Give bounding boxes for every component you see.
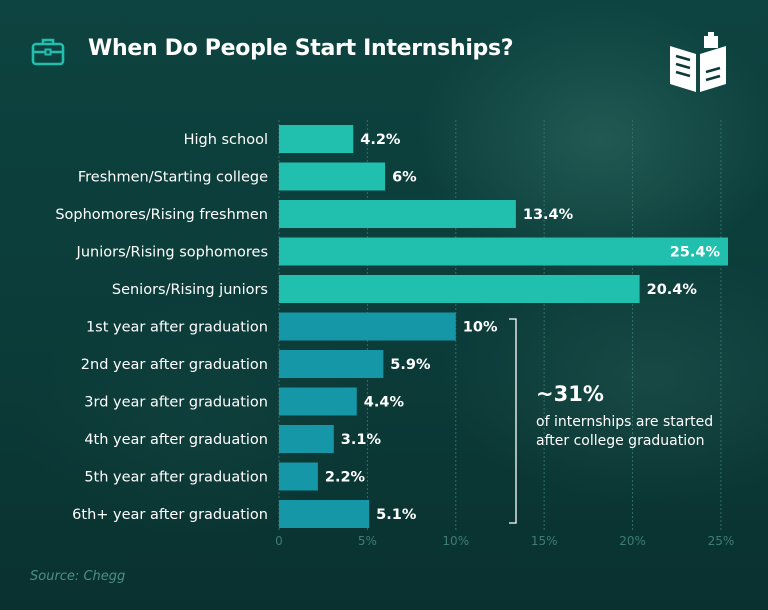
x-tick-label: 20% [619, 534, 646, 548]
category-labels: High school Freshmen/Starting college Soph… [55, 132, 268, 523]
category-label: Sophomores/Rising freshmen [55, 207, 268, 223]
bar [279, 350, 384, 378]
chart-title: When Do People Start Internships? [88, 36, 514, 61]
x-tick-label: 15% [531, 534, 558, 548]
bar [279, 162, 386, 191]
value-label: 10% [463, 320, 498, 336]
bar [279, 500, 370, 528]
x-tick-label: 25% [708, 534, 735, 548]
callout-text: of internships are started after college… [536, 414, 714, 449]
bar [279, 387, 357, 416]
category-label: 4th year after graduation [84, 432, 268, 448]
bars [279, 125, 728, 528]
value-label: 4.4% [364, 395, 405, 411]
bar [279, 275, 640, 303]
value-label: 6% [392, 170, 417, 186]
callout-value: ~31% [536, 382, 604, 406]
category-label: High school [184, 132, 268, 148]
value-label: 3.1% [341, 432, 382, 448]
category-label: Freshmen/Starting college [78, 170, 268, 186]
value-label: 13.4% [523, 207, 574, 223]
x-tick-label: 5% [358, 534, 377, 548]
bar [279, 125, 354, 153]
value-label: 25.4% [670, 245, 721, 261]
book-logo-icon [670, 32, 726, 92]
value-label: 5.9% [390, 357, 431, 373]
category-label: 3rd year after graduation [84, 395, 268, 411]
category-label: 2nd year after graduation [81, 357, 268, 373]
category-label: Juniors/Rising sophomores [76, 245, 268, 261]
x-tick-label: 0 [275, 534, 283, 548]
x-axis-ticks: 0 5% 10% 15% 20% 25% [275, 534, 734, 548]
briefcase-icon [31, 38, 65, 66]
bar [279, 200, 516, 228]
value-label: 5.1% [376, 507, 417, 523]
x-tick-label: 10% [442, 534, 469, 548]
bar [279, 312, 456, 341]
source-note: Source: Chegg [30, 569, 126, 584]
category-label: 1st year after graduation [86, 320, 268, 336]
bar [279, 425, 334, 453]
category-label: 5th year after graduation [84, 470, 268, 486]
bar [279, 237, 728, 266]
value-label: 4.2% [360, 132, 401, 148]
value-label: 20.4% [647, 282, 698, 298]
category-label: Seniors/Rising juniors [112, 282, 268, 298]
value-labels: 4.2% 6% 13.4% 25.4% 20.4% 10% 5.9% 4.4% 3.1% 2.2%… [325, 132, 721, 523]
category-label: 6th+ year after graduation [72, 507, 268, 523]
post-graduation-bracket [509, 318, 517, 524]
value-label: 2.2% [325, 470, 366, 486]
bar [279, 462, 318, 491]
